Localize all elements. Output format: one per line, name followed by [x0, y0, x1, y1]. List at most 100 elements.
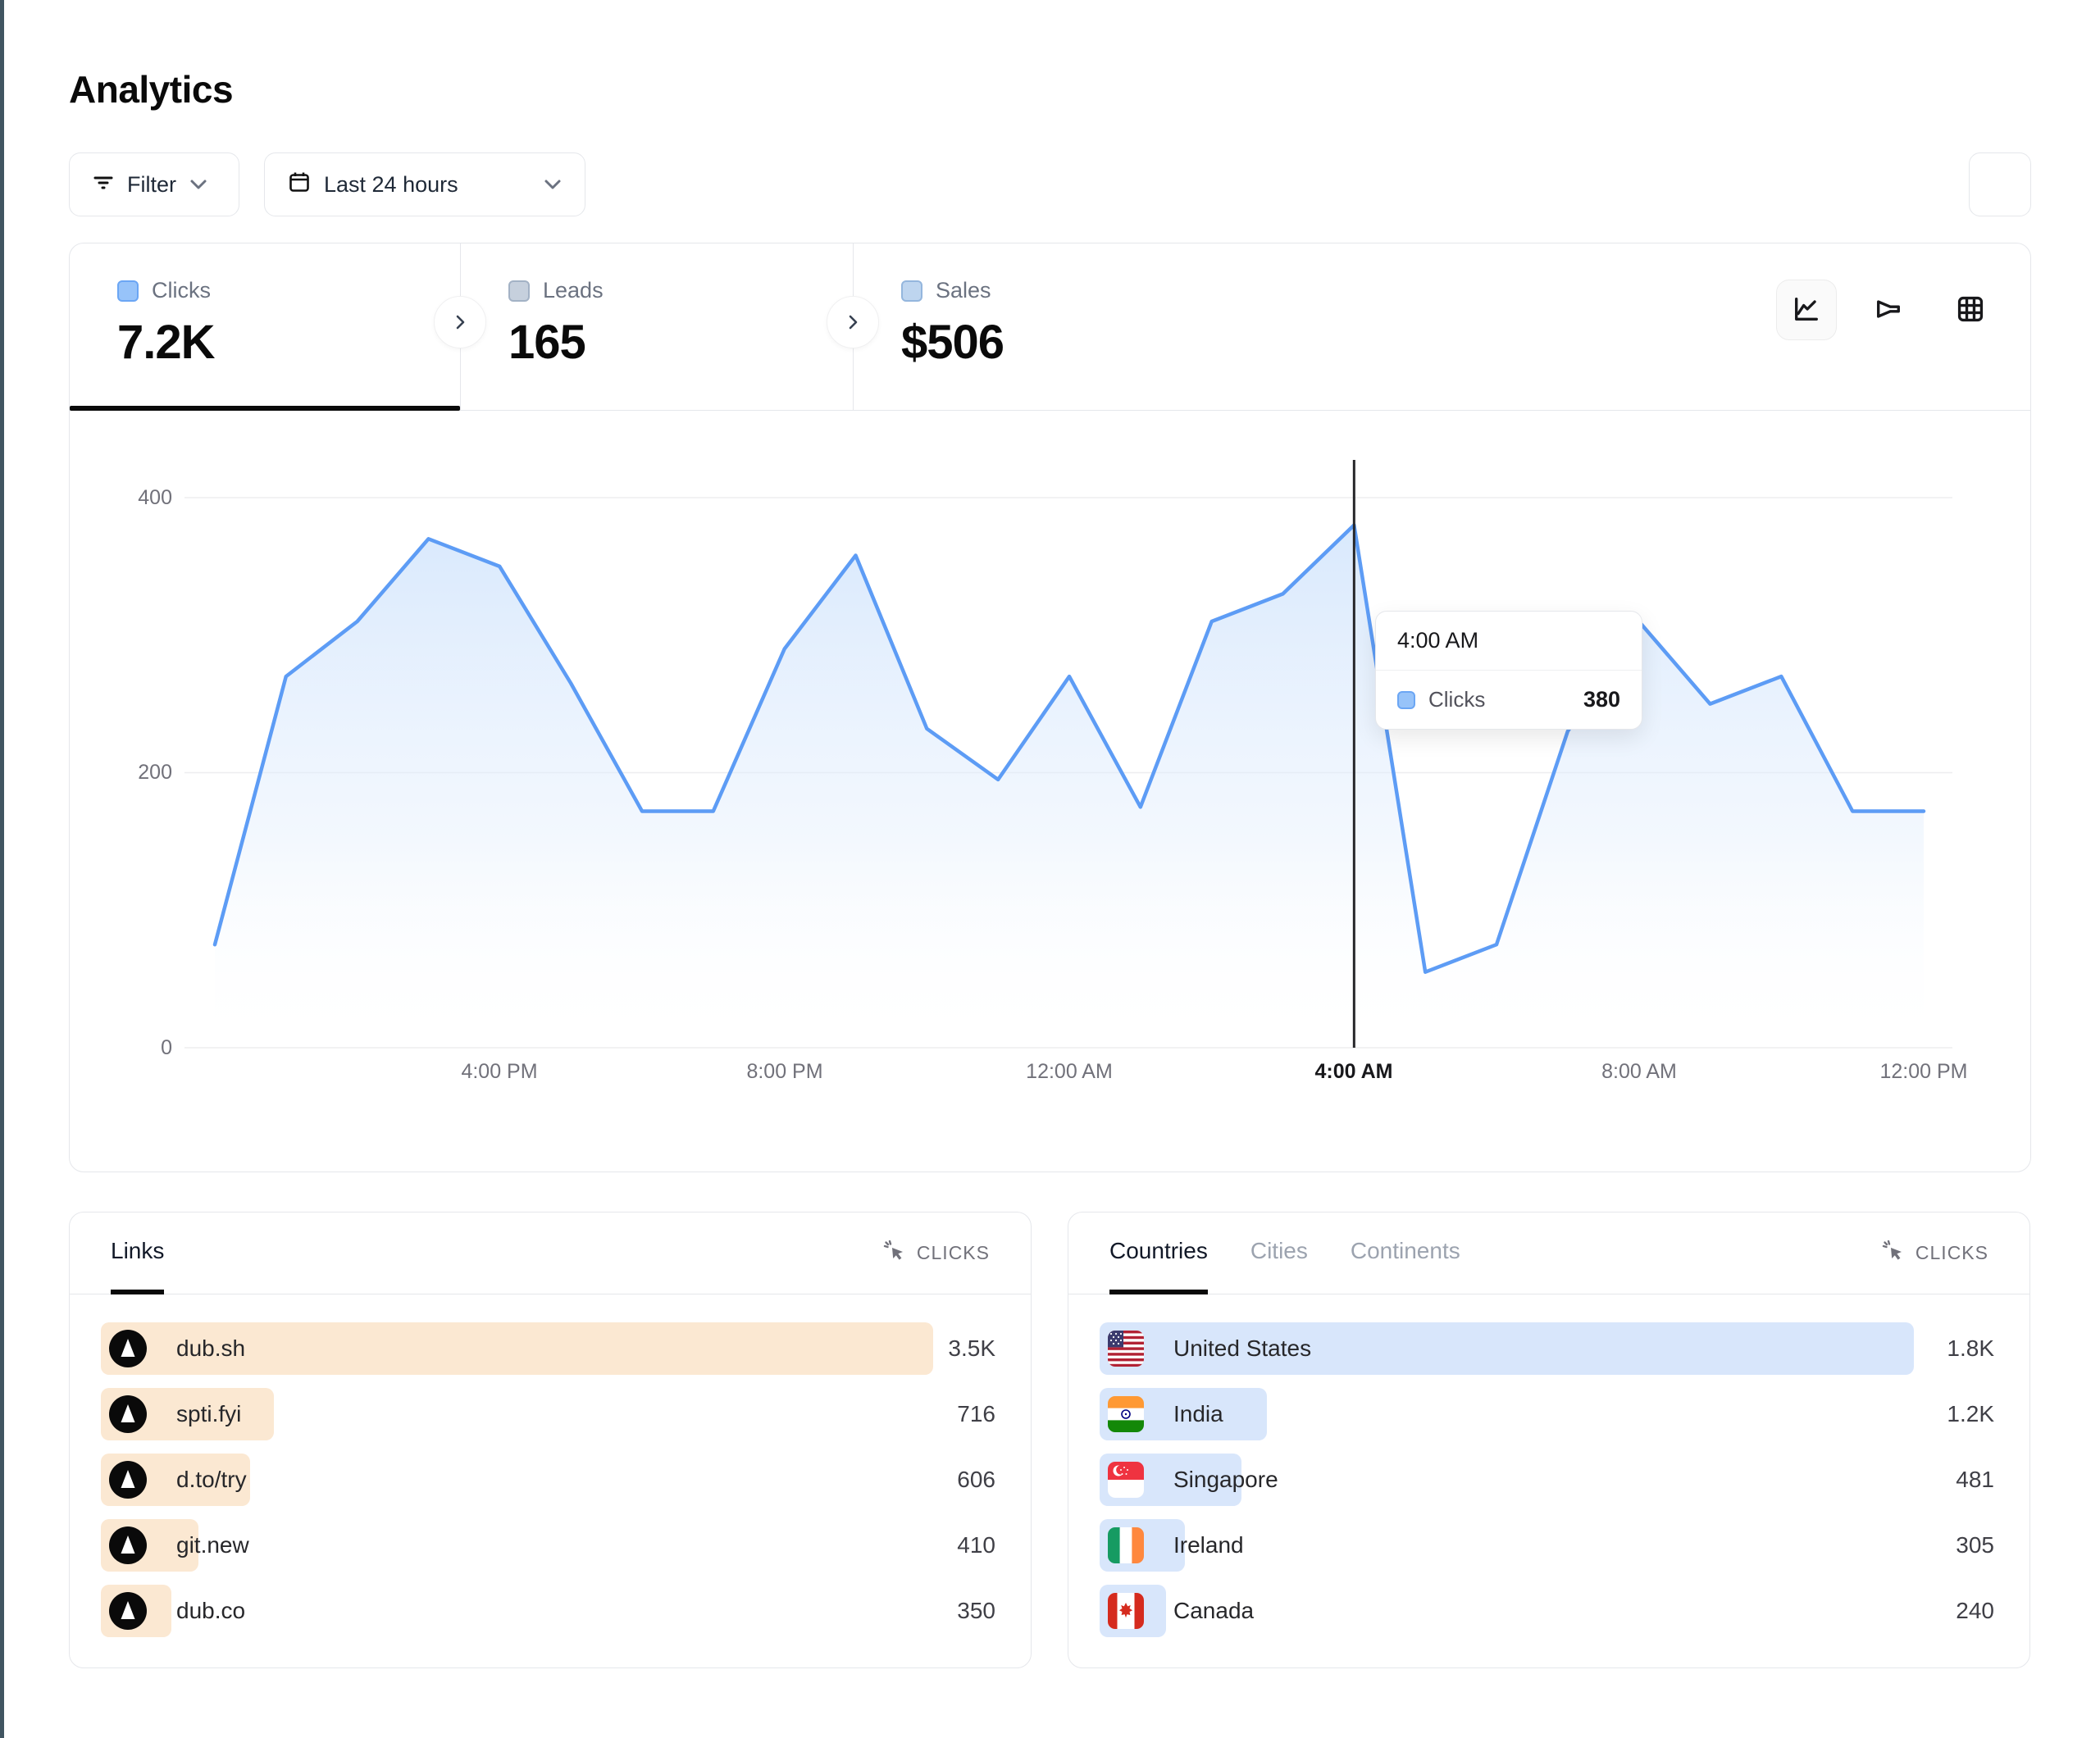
link-clicks-value: 716 [957, 1401, 995, 1426]
active-tab-underline [70, 406, 460, 411]
tooltip-series-swatch [1397, 690, 1415, 709]
dub-logo-icon [109, 1461, 147, 1499]
country-label: Ireland [1173, 1532, 1244, 1558]
dub-logo-icon [109, 1526, 147, 1564]
leads-series-swatch [508, 280, 530, 302]
filter-button-label: Filter [127, 171, 176, 197]
sales-tab-label: Sales [936, 278, 991, 303]
line-chart-icon [1791, 293, 1822, 327]
link-clicks-value: 350 [957, 1598, 995, 1623]
x-axis-tick-hovered: 4:00 AM [1314, 1060, 1393, 1083]
countries-panel: Countries Cities Continents CLICKS Unite… [1068, 1212, 2030, 1668]
x-axis-tick: 8:00 AM [1601, 1060, 1677, 1083]
clicks-tab-value: 7.2K [117, 316, 216, 369]
tab-sales[interactable]: Sales $506 [854, 243, 1246, 411]
sales-series-swatch [901, 280, 922, 302]
country-clicks-value: 1.8K [1947, 1335, 1994, 1361]
country-clicks-value: 240 [1956, 1598, 1994, 1623]
clicks-series-swatch [117, 280, 139, 302]
funnel-view-button[interactable] [1858, 280, 1919, 340]
calendar-icon [288, 171, 311, 199]
dub-logo-icon [109, 1330, 147, 1367]
date-range-button[interactable]: Last 24 hours [264, 152, 585, 216]
date-range-label: Last 24 hours [324, 171, 458, 197]
tab-countries[interactable]: Countries [1109, 1213, 1208, 1294]
link-label: d.to/try [176, 1467, 247, 1492]
links-list: dub.sh 3.5K spti.fyi 716 d.to/try 606 gi… [101, 1322, 995, 1637]
links-metric-toggle[interactable]: CLICKS [882, 1213, 990, 1294]
country-label: Canada [1173, 1598, 1255, 1623]
link-row[interactable]: dub.co 350 [101, 1585, 995, 1637]
country-row[interactable]: Singapore 481 [1100, 1454, 1994, 1506]
tooltip-time: 4:00 AM [1376, 612, 1642, 671]
line-chart-view-button[interactable] [1776, 280, 1837, 340]
funnel-icon [1873, 293, 1904, 327]
toolbar: Filter Last 24 hours [69, 152, 2031, 216]
expand-leads-button[interactable] [827, 296, 879, 348]
more-options-button[interactable] [1969, 152, 2031, 216]
x-axis-tick: 12:00 PM [1879, 1060, 1968, 1083]
leads-tab-label: Leads [543, 278, 604, 303]
filter-button[interactable]: Filter [69, 152, 239, 216]
tab-continents[interactable]: Continents [1351, 1213, 1460, 1294]
dub-logo-icon [109, 1395, 147, 1433]
tab-clicks[interactable]: Clicks 7.2K [70, 243, 460, 411]
x-axis-tick: 4:00 PM [461, 1060, 538, 1083]
chevron-down-icon [189, 179, 207, 190]
flag-canada-icon [1108, 1593, 1144, 1629]
link-label: dub.sh [176, 1335, 246, 1361]
links-metric-label: CLICKS [916, 1242, 990, 1263]
filter-icon [93, 171, 114, 198]
link-row[interactable]: git.new 410 [101, 1519, 995, 1572]
countries-list: United States 1.8K India 1.2K Singapore … [1100, 1322, 1994, 1637]
links-tab-label: Links [111, 1238, 165, 1263]
dub-logo-icon [109, 1592, 147, 1630]
clicks-time-series-chart[interactable]: 400 200 0 4:00 PM 8:00 PM 12:00 AM 4:00 … [70, 411, 2030, 1172]
x-axis-tick: 8:00 PM [746, 1060, 823, 1083]
flag-ireland-icon [1108, 1527, 1144, 1563]
leads-tab-value: 165 [508, 316, 586, 369]
link-row[interactable]: dub.sh 3.5K [101, 1322, 995, 1375]
country-bar [1100, 1322, 1914, 1375]
link-row[interactable]: d.to/try 606 [101, 1454, 995, 1506]
link-row[interactable]: spti.fyi 716 [101, 1388, 995, 1440]
tab-leads[interactable]: Leads 165 [461, 243, 853, 411]
continents-tab-label: Continents [1350, 1238, 1460, 1263]
link-label: spti.fyi [176, 1401, 242, 1426]
analytics-card: Clicks 7.2K Leads 165 Sales $506 [69, 243, 2031, 1172]
table-view-button[interactable] [1940, 280, 2001, 340]
link-label: dub.co [176, 1598, 246, 1623]
country-row[interactable]: India 1.2K [1100, 1388, 1994, 1440]
link-clicks-value: 3.5K [948, 1335, 995, 1361]
cities-tab-label: Cities [1250, 1238, 1308, 1263]
area-chart-canvas [184, 460, 1952, 1049]
countries-metric-label: CLICKS [1915, 1242, 1988, 1263]
tooltip-series-label: Clicks [1428, 687, 1486, 712]
link-label: git.new [176, 1532, 249, 1558]
flag-us-icon [1108, 1331, 1144, 1367]
countries-tab-label: Countries [1109, 1238, 1208, 1263]
link-bar [101, 1322, 933, 1375]
tooltip-value: 380 [1583, 687, 1620, 712]
cursor-click-icon [882, 1239, 907, 1268]
tab-cities[interactable]: Cities [1250, 1213, 1308, 1294]
tab-links[interactable]: Links [111, 1213, 165, 1294]
stats-tabs-row: Clicks 7.2K Leads 165 Sales $506 [70, 243, 2030, 411]
flag-india-icon [1108, 1396, 1144, 1432]
country-row[interactable]: United States 1.8K [1100, 1322, 1994, 1375]
country-row[interactable]: Ireland 305 [1100, 1519, 1994, 1572]
y-axis-tick-0: 0 [161, 1036, 172, 1059]
table-grid-icon [1955, 293, 1986, 327]
country-row[interactable]: Canada 240 [1100, 1585, 1994, 1637]
expand-clicks-button[interactable] [434, 296, 486, 348]
links-panel-header: Links CLICKS [70, 1213, 1031, 1294]
countries-metric-toggle[interactable]: CLICKS [1881, 1213, 1988, 1294]
country-clicks-value: 1.2K [1947, 1401, 1994, 1426]
country-clicks-value: 305 [1956, 1532, 1994, 1558]
y-axis-tick-400: 400 [138, 486, 172, 509]
link-clicks-value: 410 [957, 1532, 995, 1558]
area-fill [215, 525, 1924, 1048]
flag-singapore-icon [1108, 1462, 1144, 1498]
countries-panel-header: Countries Cities Continents CLICKS [1068, 1213, 2029, 1294]
link-clicks-value: 606 [957, 1467, 995, 1492]
